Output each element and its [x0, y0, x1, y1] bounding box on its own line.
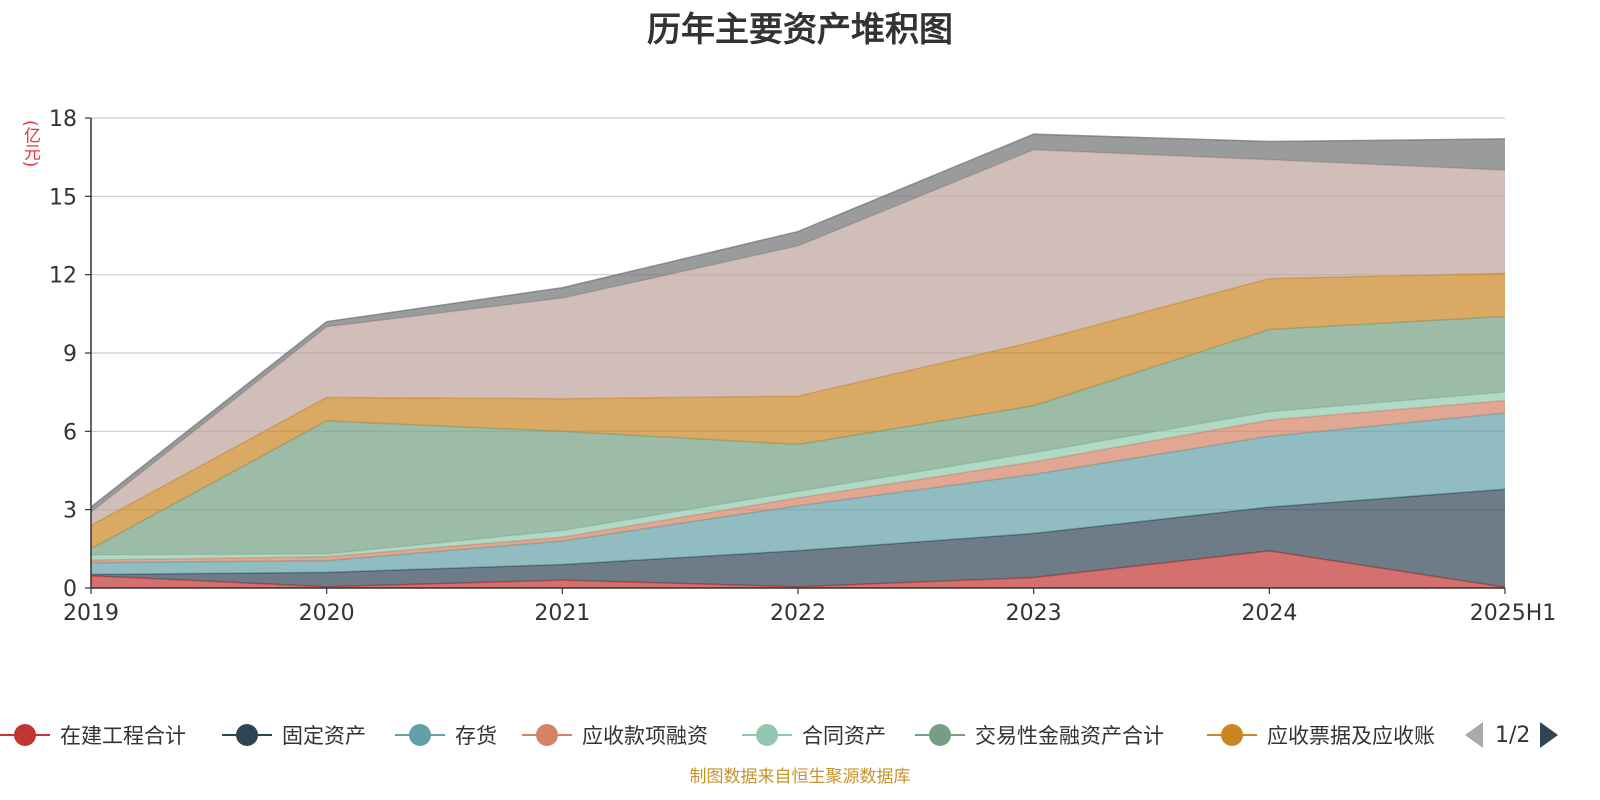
legend: 在建工程合计 固定资产 存货 应收款项融资 合同资产 交易性金融资产合计 应收票据及应收账 …: [0, 715, 1600, 755]
legend-marker-icon: [222, 721, 272, 749]
area-series-2[interactable]: [91, 413, 1505, 575]
x-tick-label: 2024: [1241, 601, 1297, 626]
x-tick-label: 2025H1: [1470, 601, 1557, 626]
legend-marker-icon: [1207, 721, 1257, 749]
legend-label: 合同资产: [802, 724, 886, 748]
y-tick-label: 3: [63, 499, 77, 524]
area-series-1[interactable]: [91, 489, 1505, 588]
legend-label: 存货: [455, 724, 497, 748]
legend-page-indicator: 1/2: [1495, 722, 1531, 748]
x-tick-label: 2020: [299, 601, 355, 626]
legend-label: 应收款项融资: [582, 724, 708, 748]
legend-prev-page-icon[interactable]: [1465, 722, 1483, 748]
y-tick-label: 12: [49, 264, 77, 289]
chart-title: 历年主要资产堆积图: [647, 10, 953, 50]
legend-marker-icon: [915, 721, 965, 749]
legend-item[interactable]: 应收票据及应收账: [1207, 715, 1435, 755]
legend-item[interactable]: 交易性金融资产合计: [915, 715, 1164, 755]
legend-marker-icon: [742, 721, 792, 749]
stacked-area-chart: 0 3 6 9 12 15 18 2019 2020 2021 2022 2023 2024 2025H1: [49, 107, 1556, 626]
legend-marker-icon: [395, 721, 445, 749]
area-series-0[interactable]: [91, 550, 1505, 588]
area-series-6[interactable]: [91, 273, 1505, 549]
legend-label: 应收票据及应收账: [1267, 724, 1435, 748]
y-tick-label: 0: [63, 577, 77, 602]
legend-label: 固定资产: [282, 724, 366, 748]
legend-marker-icon: [0, 721, 50, 749]
area-series-4[interactable]: [91, 392, 1505, 561]
y-tick-label: 6: [63, 420, 77, 445]
y-tick-label: 18: [49, 107, 77, 132]
legend-item[interactable]: 存货: [395, 715, 497, 755]
y-tick-label: 15: [49, 185, 77, 210]
area-series-7[interactable]: [91, 149, 1505, 526]
x-tick-label: 2023: [1006, 601, 1062, 626]
legend-item[interactable]: 固定资产: [222, 715, 366, 755]
legend-next-page-icon[interactable]: [1540, 722, 1559, 748]
legend-marker-icon: [522, 721, 572, 749]
source-note: 制图数据来自恒生聚源数据库: [689, 767, 911, 787]
x-tick-label: 2019: [63, 601, 119, 626]
legend-pager: 1/2: [1465, 715, 1559, 755]
x-tick-label: 2022: [770, 601, 826, 626]
axes: 0 3 6 9 12 15 18 2019 2020 2021 2022 2023 2024 2025H1: [49, 107, 1556, 626]
legend-label: 在建工程合计: [60, 724, 186, 748]
legend-item[interactable]: 应收款项融资: [522, 715, 708, 755]
legend-label: 交易性金融资产合计: [975, 724, 1164, 748]
legend-item[interactable]: 合同资产: [742, 715, 886, 755]
y-axis-unit-label: (亿元): [20, 120, 40, 168]
legend-item[interactable]: 在建工程合计: [0, 715, 186, 755]
area-series-5[interactable]: [91, 316, 1505, 555]
x-tick-label: 2021: [534, 601, 590, 626]
y-tick-label: 9: [63, 342, 77, 367]
area-series-layer: [90, 133, 1506, 588]
series-line-8: [90, 133, 1506, 508]
